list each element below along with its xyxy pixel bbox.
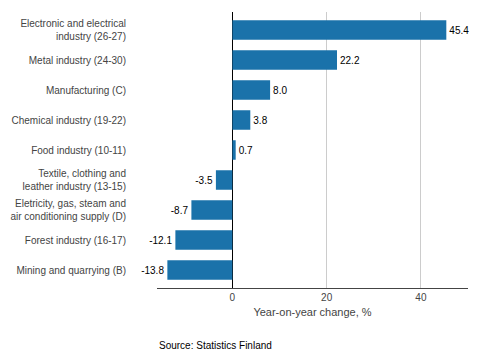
svg-text:Chemical industry (19-22): Chemical industry (19-22) bbox=[12, 115, 127, 126]
svg-text:3.8: 3.8 bbox=[253, 115, 267, 126]
svg-text:Source: Statistics Finland: Source: Statistics Finland bbox=[159, 340, 272, 351]
svg-text:22.2: 22.2 bbox=[340, 55, 360, 66]
svg-text:8.0: 8.0 bbox=[273, 85, 287, 96]
svg-text:40: 40 bbox=[415, 292, 427, 303]
svg-text:Textile, clothing andleather i: Textile, clothing andleather industry (1… bbox=[23, 168, 126, 192]
svg-text:Eletricity, gas, steam andair: Eletricity, gas, steam andair conditioni… bbox=[10, 198, 126, 222]
svg-text:Metal industry (24-30): Metal industry (24-30) bbox=[29, 55, 126, 66]
svg-text:Electronic and electricalindus: Electronic and electricalindustry (26-27… bbox=[20, 18, 126, 42]
svg-text:Year-on-year change, %: Year-on-year change, % bbox=[253, 306, 371, 318]
svg-text:-12.1: -12.1 bbox=[149, 235, 172, 246]
svg-text:-13.8: -13.8 bbox=[141, 265, 164, 276]
svg-text:Forest industry (16-17): Forest industry (16-17) bbox=[25, 235, 126, 246]
svg-text:Mining and quarrying (B): Mining and quarrying (B) bbox=[17, 265, 127, 276]
svg-text:-3.5: -3.5 bbox=[195, 175, 213, 186]
svg-text:Food industry (10-11): Food industry (10-11) bbox=[31, 145, 126, 156]
svg-text:0: 0 bbox=[230, 292, 236, 303]
svg-text:45.4: 45.4 bbox=[449, 25, 469, 36]
svg-text:Manufacturing (C): Manufacturing (C) bbox=[46, 85, 126, 96]
svg-text:-8.7: -8.7 bbox=[171, 205, 189, 216]
svg-text:0.7: 0.7 bbox=[239, 145, 253, 156]
svg-text:20: 20 bbox=[321, 292, 333, 303]
